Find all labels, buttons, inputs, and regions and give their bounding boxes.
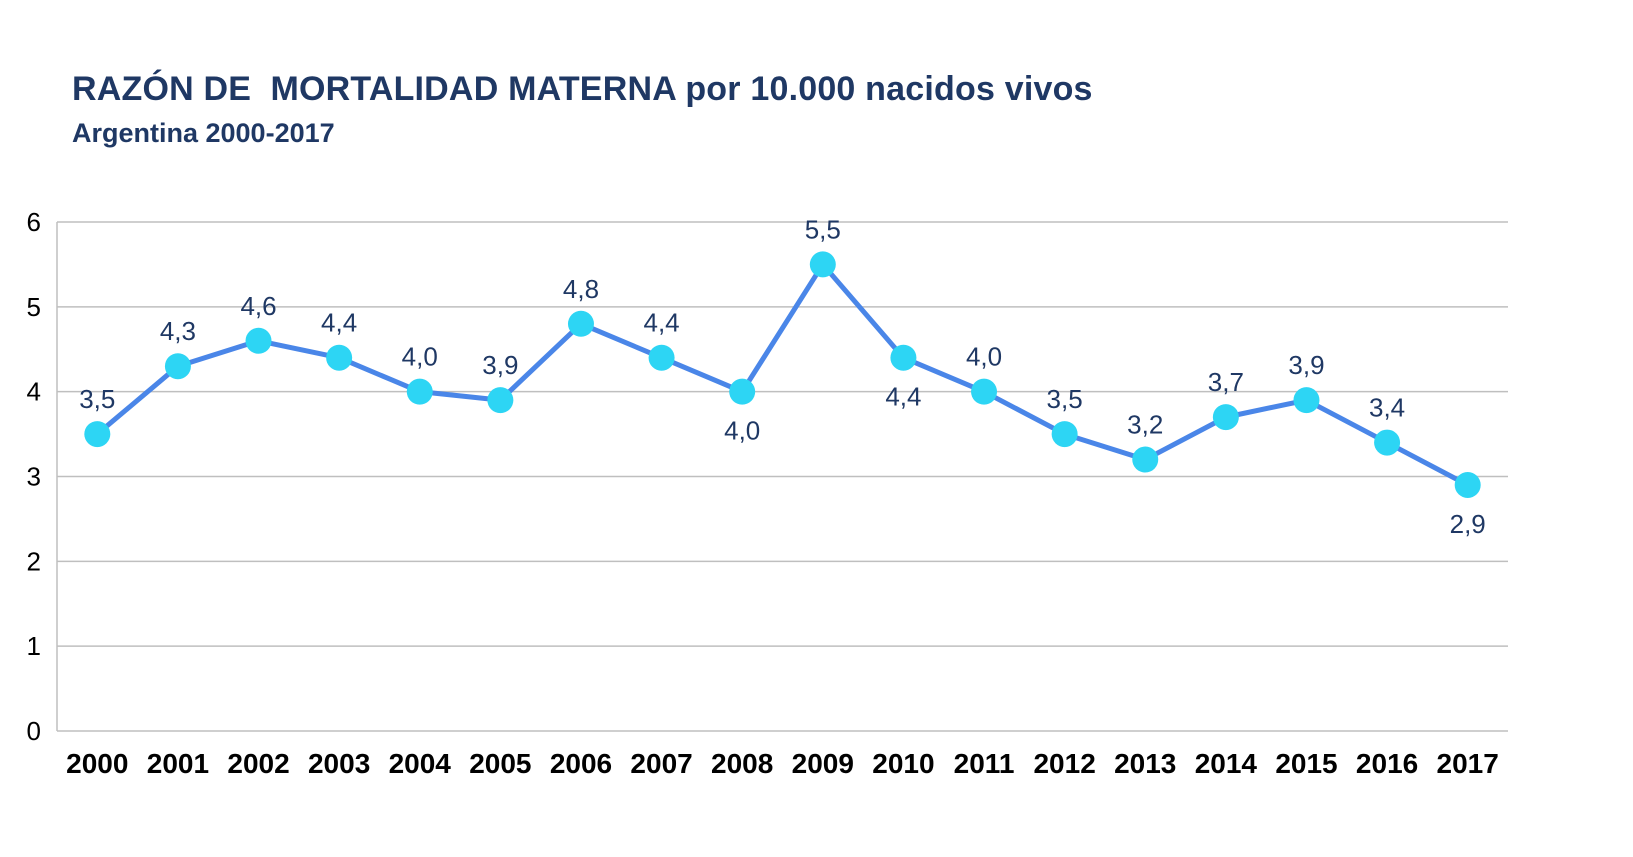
data-point-label: 3,4 [1369,393,1405,423]
data-point-label: 4,4 [321,308,357,338]
data-point-label: 4,0 [724,416,760,446]
data-point-marker [1051,421,1078,448]
data-point-label: 5,5 [805,214,841,244]
data-point-marker [809,251,836,278]
data-point-marker [648,344,675,371]
y-axis-tick-label: 0 [27,716,41,746]
y-axis-tick-label: 2 [27,546,41,576]
y-axis-tick-label: 4 [27,377,41,407]
x-axis-tick-label: 2012 [1033,748,1095,779]
x-axis-tick-label: 2013 [1114,748,1176,779]
data-point-label: 4,3 [160,316,196,346]
series-line [94,261,1471,488]
data-point-marker [84,421,111,448]
chart-title: RAZÓN DE MORTALIDAD MATERNA por 10.000 n… [72,70,1093,108]
x-axis-tick-label: 2002 [227,748,289,779]
x-axis-tick-label: 2000 [66,748,128,779]
x-axis-tick-label: 2006 [550,748,612,779]
data-point-label: 3,9 [1288,350,1324,380]
x-axis-tick-label: 2003 [308,748,370,779]
data-point-label: 2,9 [1450,509,1486,539]
x-axis-tick-label: 2001 [147,748,209,779]
x-axis-tick-label: 2011 [954,748,1015,779]
x-axis-tick-label: 2007 [630,748,692,779]
x-axis-tick-label: 2010 [872,748,934,779]
data-point-label: 4,4 [644,308,680,338]
data-point-marker [567,310,594,337]
data-point-label: 4,8 [563,274,599,304]
x-axis-tick-label: 2017 [1437,748,1499,779]
data-point-label: 4,6 [240,291,276,321]
data-point-marker [1454,471,1481,498]
x-axis-tick-label: 2014 [1195,748,1258,779]
data-point-marker [971,378,998,405]
y-axis-tick-label: 3 [27,462,41,492]
data-point-label: 4,0 [402,342,438,372]
x-axis-tick-label: 2009 [792,748,854,779]
data-point-marker [890,344,917,371]
data-point-label: 4,0 [966,342,1002,372]
data-point-marker [406,378,433,405]
data-point-label: 3,2 [1127,410,1163,440]
data-point-marker [487,387,514,414]
data-point-marker [1132,446,1159,473]
data-point-marker [1293,387,1320,414]
y-axis-tick-label: 5 [27,292,41,322]
chart-subtitle: Argentina 2000-2017 [72,118,335,148]
data-point-marker [326,344,353,371]
data-point-label: 4,4 [885,382,921,412]
y-axis-tick-label: 6 [27,207,41,237]
data-point-label: 3,5 [1047,384,1083,414]
x-axis-tick-label: 2015 [1275,748,1337,779]
x-axis-tick-label: 2008 [711,748,773,779]
data-point-marker [164,353,191,380]
data-point-marker [245,327,272,354]
data-point-label: 3,7 [1208,367,1244,397]
y-axis-tick-label: 1 [27,631,41,661]
data-point-marker [1374,429,1401,456]
data-point-label: 3,5 [79,384,115,414]
data-point-marker [1212,404,1239,431]
x-axis-tick-label: 2016 [1356,748,1418,779]
x-axis-tick-label: 2004 [389,748,452,779]
data-point-label: 3,9 [482,350,518,380]
x-axis-tick-label: 2005 [469,748,531,779]
data-point-marker [729,378,756,405]
